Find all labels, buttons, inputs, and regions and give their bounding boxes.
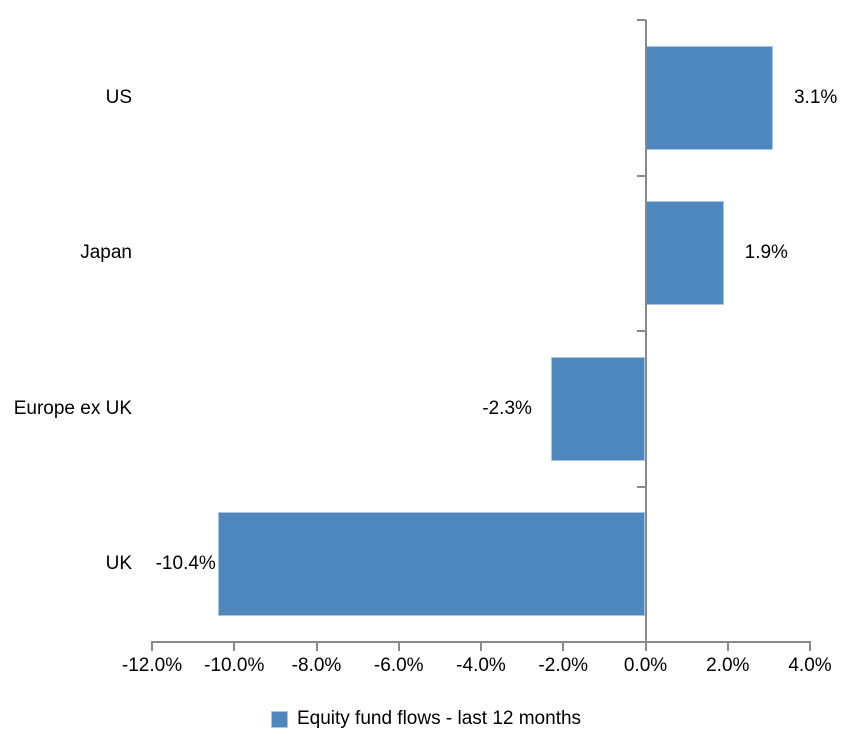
category-label-us: US [105,86,132,108]
value-label-europe-ex-uk: -2.3% [482,397,532,419]
value-axis-tick-8 [809,643,811,651]
value-axis-tick-4 [480,643,482,651]
value-label-uk: -10.4% [155,553,216,575]
value-axis-tick-label-3: -6.0% [373,655,424,676]
value-axis-tick-label-2: -8.0% [291,655,342,676]
value-axis-tick-label-4: -4.0% [456,655,506,676]
value-label-japan: 1.9% [744,242,788,264]
value-axis-tick-7 [726,643,729,651]
category-axis-tick-0 [636,19,646,21]
category-label-europe-ex-uk: Europe ex UK [13,397,132,419]
value-axis-tick-1 [233,643,236,651]
category-label-uk: UK [105,553,132,575]
value-axis-tick-label-0: -12.0% [121,655,183,676]
value-axis-tick-label-8: 4.0% [788,655,832,676]
category-label-japan: Japan [80,242,132,264]
category-axis-tick-2 [636,330,646,332]
value-axis-tick-5 [562,643,565,651]
value-axis-tick-label-5: -2.0% [538,655,589,676]
legend: Equity fund flows - last 12 months [0,708,852,730]
value-label-us: 3.1% [793,86,838,108]
bar-europe-ex-uk [550,356,646,461]
value-axis-tick-label-1: -10.0% [204,655,265,676]
category-axis-tick-3 [636,485,646,488]
legend-label: Equity fund flows - last 12 months [296,708,582,729]
category-axis-tick-1 [636,174,646,177]
value-axis-tick-label-6: 0.0% [623,655,668,676]
value-axis-tick-3 [397,643,400,651]
bar-uk [217,512,646,617]
category-axis-line [644,20,647,642]
bar-japan [645,201,724,306]
value-axis-line [151,641,811,643]
value-axis-tick-label-7: 2.0% [706,655,750,676]
value-axis-tick-2 [315,643,318,651]
legend-marker-icon [270,710,288,728]
value-axis-tick-0 [151,643,153,651]
bar-us [645,45,773,150]
value-axis-tick-6 [644,643,647,651]
